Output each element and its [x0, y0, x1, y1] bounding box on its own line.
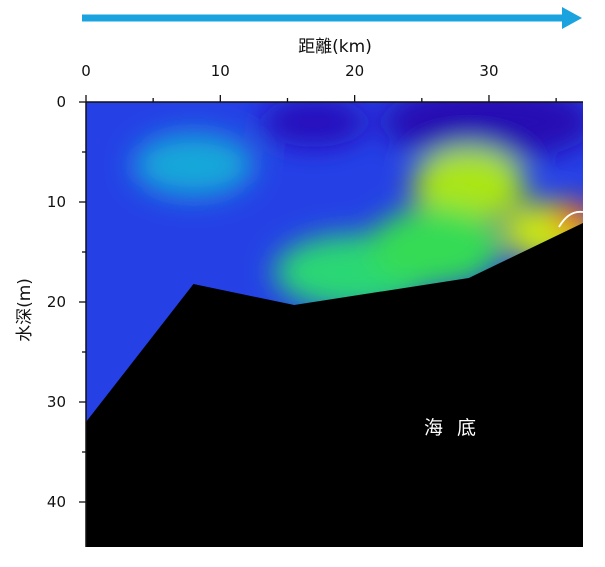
x-tick-label: 30 — [479, 62, 498, 80]
contour-line — [558, 210, 583, 228]
heat-feature — [133, 133, 254, 197]
seabed-label: 海 底 — [424, 417, 480, 439]
direction-arrow — [82, 7, 582, 29]
heat-feature — [381, 102, 583, 162]
x-tick-label: 0 — [81, 62, 91, 80]
x-tick-label: 20 — [345, 62, 364, 80]
heat-feature — [412, 147, 526, 223]
heat-feature — [553, 202, 583, 234]
y-tick-label: 30 — [47, 393, 66, 411]
heat-feature — [368, 207, 503, 287]
y-tick-label: 40 — [47, 493, 66, 511]
heat-feature — [260, 102, 369, 147]
x-tick-label: 10 — [211, 62, 230, 80]
y-axis-title: 水深(m) — [15, 278, 35, 342]
y-tick-label: 0 — [56, 93, 66, 111]
y-tick-label: 20 — [47, 293, 66, 311]
seabed-area — [86, 223, 583, 547]
y-tick-label: 10 — [47, 193, 66, 211]
axes: 0 10 20 30 0 10 20 30 40 — [47, 62, 583, 547]
x-axis-title: 距離(km) — [298, 37, 372, 57]
